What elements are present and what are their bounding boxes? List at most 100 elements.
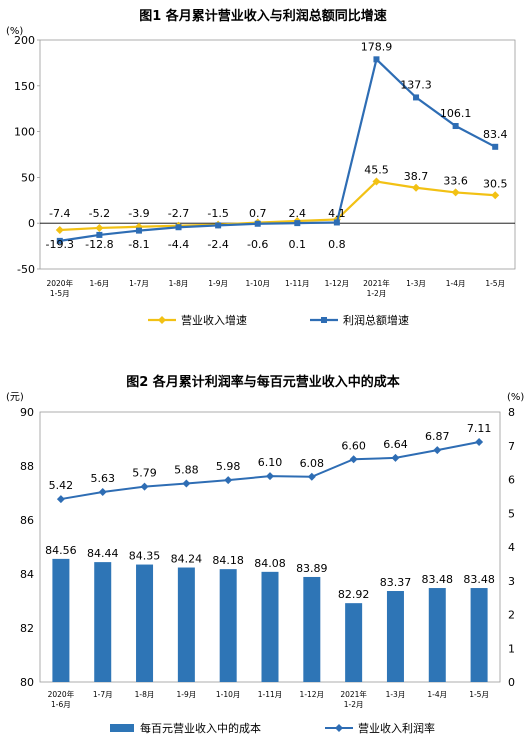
chart-2-bar: [136, 564, 154, 682]
chart-2-bar-label: 84.56: [45, 544, 77, 557]
chart-2-bar: [345, 603, 363, 682]
chart-2-left-tick-label: 88: [20, 460, 34, 473]
chart-1-data-label: 0.8: [328, 238, 346, 251]
chart-2-line-label: 5.79: [132, 467, 157, 480]
chart-2-point: [266, 472, 274, 481]
chart-2-x-tick-label: 2021年 1-2月: [340, 689, 367, 709]
chart-2-right-tick-label: 5: [508, 507, 515, 520]
chart-2-point: [391, 453, 400, 462]
chart-2-line-label: 5.63: [90, 472, 115, 485]
chart-1-title: 图1 各月累计营业收入与利润总额同比增速: [139, 8, 387, 24]
chart-1-y-tick-label: 0: [28, 217, 35, 230]
chart-1-x-tick-label: 1-12月: [325, 279, 350, 288]
chart-1-data-label: 45.5: [364, 164, 389, 177]
chart-1-data-label: -2.4: [207, 238, 228, 251]
chart-1-point: [96, 231, 103, 238]
chart-2-bar: [470, 588, 488, 682]
chart-1-data-label: 83.4: [483, 128, 508, 141]
chart-2-bar-label: 83.48: [463, 573, 495, 586]
chart-1-y-unit: (%): [6, 26, 23, 37]
chart-1-point: [254, 220, 261, 227]
chart-2-left-tick-label: 82: [20, 622, 34, 635]
chart-2-bar-label: 84.18: [212, 554, 244, 567]
chart-1-y-tick-label: 100: [14, 126, 35, 139]
chart-1-data-label: -3.9: [128, 207, 149, 220]
chart-1-point: [452, 123, 459, 130]
chart-2-line-label: 5.42: [49, 479, 74, 492]
chart-1-point: [373, 56, 380, 63]
chart-2-bar-label: 84.08: [254, 557, 286, 570]
chart-2-bar: [177, 567, 195, 682]
chart-1-x-tick-label: 1-5月: [485, 279, 505, 288]
chart-1-x-tick-label: 2020年 1-5月: [46, 278, 73, 298]
chart-1-data-label: -7.4: [49, 207, 70, 220]
chart-1-x-tick-label: 1-9月: [208, 279, 228, 288]
chart-2-left-tick-label: 84: [20, 568, 34, 581]
chart-2-right-tick-label: 1: [508, 642, 515, 655]
chart-2-bar: [261, 571, 279, 682]
chart-1-point: [491, 191, 500, 200]
chart-1-point: [95, 223, 104, 232]
chart-1-y-tick-label: -50: [17, 263, 35, 276]
chart-2-bar-label: 84.35: [129, 550, 161, 563]
chart-2-line-label: 6.60: [341, 439, 366, 452]
chart-2-right-tick-label: 3: [508, 575, 515, 588]
chart-1-data-label: -8.1: [128, 238, 149, 251]
chart-2-x-tick-label: 1-9月: [176, 690, 196, 699]
chart-2: 图2 各月累计利润率与每百元营业收入中的成本 (元) (%) 90 88 86 84 8…: [6, 374, 524, 735]
chart-1-x-tick-label: 1-3月: [406, 279, 426, 288]
chart-1-data-label: -4.4: [168, 238, 189, 251]
chart-1-series-line: [59, 180, 496, 232]
chart-2-series-line: [60, 441, 480, 501]
chart-1-point: [333, 219, 340, 226]
chart-2-bar-label: 83.37: [380, 576, 412, 589]
chart-2-x-tick-label: 1-11月: [258, 690, 283, 699]
chart-1-y-tick-label: 150: [14, 80, 35, 93]
chart-1-legend-label: 利润总额增速: [343, 313, 409, 327]
chart-1-point: [412, 183, 421, 192]
chart-2-line-label: 6.87: [425, 430, 450, 443]
chart-2-left-unit: (元): [6, 392, 24, 403]
chart-1-y-tick-label: 50: [21, 171, 35, 184]
chart-1-point: [372, 177, 381, 186]
chart-2-left-tick-label: 90: [20, 406, 34, 419]
chart-2-point: [56, 495, 65, 504]
chart-1-data-label: 33.6: [443, 174, 468, 187]
chart-2-legend-swatch: [110, 724, 134, 732]
chart-1-series-line: [59, 57, 496, 242]
chart-1-point: [451, 188, 460, 197]
chart-2-bar-label: 84.24: [171, 553, 203, 566]
chart-2-line-label: 6.10: [258, 456, 283, 469]
chart-2-right-tick-label: 7: [508, 440, 515, 453]
chart-1-legend-marker: [158, 316, 166, 324]
chart-2-point: [349, 455, 358, 464]
chart-1-point: [215, 222, 222, 229]
chart-2-point: [182, 479, 191, 488]
chart-1-y-tick-label: 200: [14, 34, 35, 47]
chart-2-legend-marker: [335, 724, 343, 732]
chart-2-line-label: 5.98: [216, 460, 241, 473]
chart-2-bar: [428, 588, 446, 682]
chart-2-x-tick-label: 1-12月: [300, 690, 325, 699]
chart-2-bar-label: 82.92: [338, 588, 370, 601]
chart-2-right-tick-label: 6: [508, 474, 515, 487]
chart-2-point: [140, 482, 149, 491]
chart-2-bar-label: 83.89: [296, 562, 328, 575]
chart-2-title: 图2 各月累计利润率与每百元营业收入中的成本: [126, 374, 400, 390]
chart-2-bar-label: 83.48: [422, 573, 454, 586]
chart-2-point: [475, 438, 484, 447]
chart-2-x-tick-label: 1-5月: [469, 690, 489, 699]
chart-1-x-tick-label: 1-6月: [90, 279, 110, 288]
chart-2-left-tick-label: 86: [20, 514, 34, 527]
chart-2-right-tick-label: 0: [508, 676, 515, 689]
chart-1-point: [56, 237, 63, 244]
chart-2-bar: [303, 576, 321, 682]
chart-2-right-unit: (%): [507, 392, 524, 403]
chart-2-line-label: 6.64: [383, 438, 408, 451]
chart-1-point: [413, 94, 420, 101]
chart-2-line-label: 5.88: [174, 464, 199, 477]
chart-2-legend-label: 营业收入利润率: [358, 721, 435, 735]
chart-2-left-tick-label: 80: [20, 676, 34, 689]
chart-1-x-tick-label: 2021年 1-2月: [363, 278, 390, 298]
chart-1-data-label: -1.5: [207, 207, 228, 220]
